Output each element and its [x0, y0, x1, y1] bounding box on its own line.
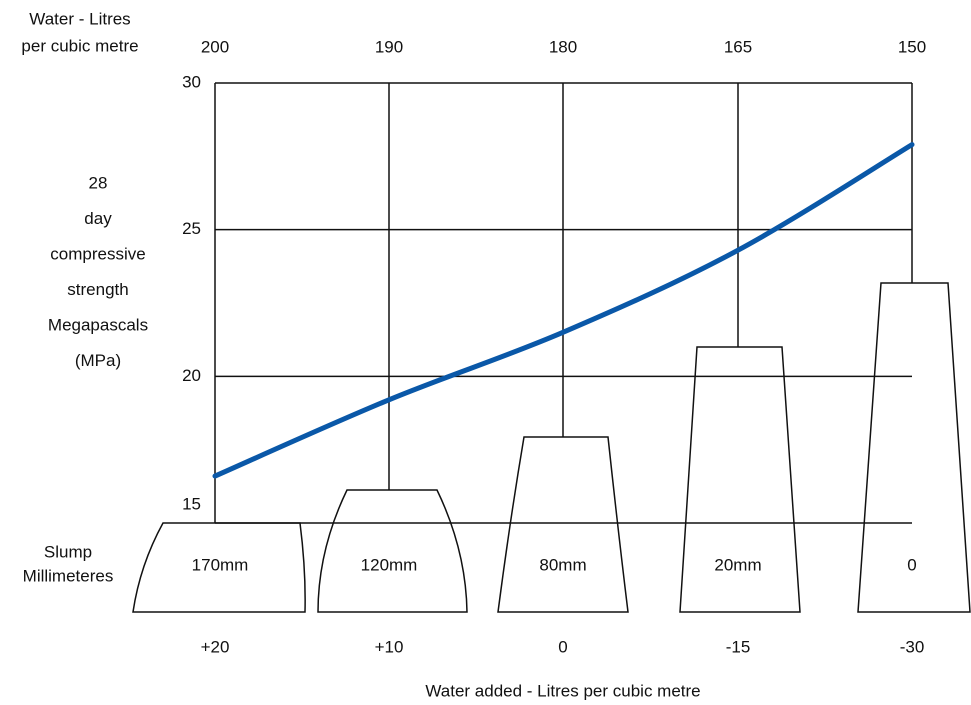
x-tick-label: +10 [375, 637, 404, 656]
y-axis-label: 28 [89, 173, 108, 192]
slump-cone [318, 490, 467, 612]
y-axis-label: strength [67, 280, 128, 299]
slump-value-label: 80mm [539, 555, 586, 574]
slump-value-label: 20mm [714, 555, 761, 574]
y-tick-label: 30 [182, 72, 201, 91]
x-tick-label: 0 [558, 637, 567, 656]
top-axis-label: Water - Litres [29, 9, 130, 28]
slump-value-label: 120mm [361, 555, 418, 574]
y-axis-label: day [84, 209, 112, 228]
top-tick-label: 150 [898, 37, 926, 56]
slump-value-label: 0 [907, 555, 916, 574]
y-tick-label: 15 [182, 494, 201, 513]
x-tick-label: -15 [726, 637, 751, 656]
y-axis-label: Megapascals [48, 315, 148, 334]
top-tick-label: 165 [724, 37, 752, 56]
y-tick-label: 20 [182, 366, 201, 385]
slump-value-label: 170mm [192, 555, 249, 574]
y-axis-label: (MPa) [75, 351, 121, 370]
slump-cone [498, 437, 628, 612]
top-tick-label: 200 [201, 37, 229, 56]
slump-label: Millimeteres [23, 566, 114, 585]
top-tick-label: 190 [375, 37, 403, 56]
y-tick-label: 25 [182, 219, 201, 238]
y-axis-label: compressive [50, 244, 145, 263]
slump-label: Slump [44, 542, 92, 561]
x-tick-label: +20 [201, 637, 230, 656]
chart: 15 20 25 30 Water - Litres per cubic metre 28 d… [0, 0, 971, 705]
x-axis-label: Water added - Litres per cubic metre [425, 681, 700, 700]
top-tick-label: 180 [549, 37, 577, 56]
top-axis-label: per cubic metre [21, 36, 138, 55]
page: {"chart_data": { "type": "line", "top_ax… [0, 0, 971, 705]
x-tick-label: -30 [900, 637, 925, 656]
